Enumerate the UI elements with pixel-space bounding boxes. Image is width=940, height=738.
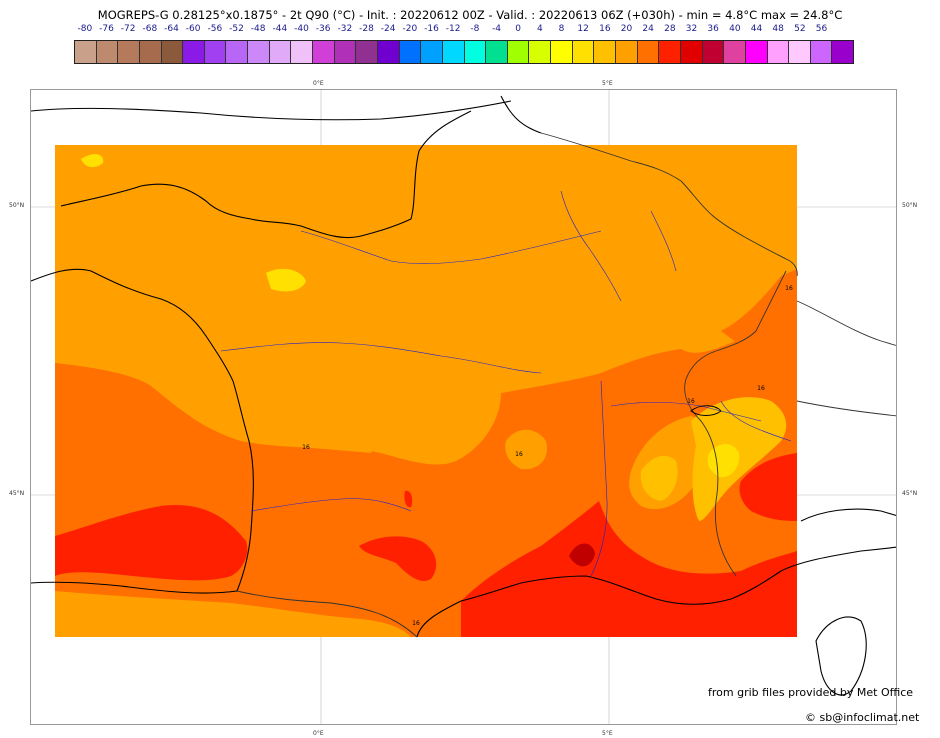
scale-swatch xyxy=(464,41,487,63)
contour-label: 16 xyxy=(515,451,523,458)
scale-label: -28 xyxy=(359,24,374,34)
lat-tick-45-left: 45°N xyxy=(9,490,25,497)
scale-label: 12 xyxy=(577,24,589,34)
color-scale-labels: -80 -76 -72 -68 -64 -60 -56 -52 -48 -44 -40 -36 -32-… xyxy=(74,24,854,38)
scale-swatch xyxy=(767,41,790,63)
scale-swatch xyxy=(313,41,335,63)
scale-swatch xyxy=(551,41,573,63)
scale-swatch xyxy=(637,41,660,63)
scale-label: 32 xyxy=(685,24,698,34)
lat-tick-50-left: 50°N xyxy=(9,202,25,209)
scale-swatch xyxy=(659,41,681,63)
temp-band-24-28 xyxy=(569,543,595,567)
scale-swatch xyxy=(789,41,811,63)
scale-label: 16 xyxy=(599,24,611,34)
contour-label: 16 xyxy=(785,285,793,292)
temperature-map: 16 16 16 16 16 16 xyxy=(31,90,896,724)
scale-swatch xyxy=(377,41,400,63)
scale-label: -44 xyxy=(272,24,288,34)
scale-label: -40 xyxy=(294,24,309,34)
scale-label: -68 xyxy=(142,24,158,34)
scale-swatch xyxy=(248,41,270,63)
scale-swatch xyxy=(616,41,638,63)
scale-swatch xyxy=(486,41,508,63)
scale-label: 20 xyxy=(620,24,633,34)
contour-label: 16 xyxy=(412,620,420,627)
color-scale-bar xyxy=(74,40,854,64)
scale-label: -32 xyxy=(337,24,353,34)
scale-swatch xyxy=(724,41,746,63)
scale-swatch xyxy=(680,41,703,63)
scale-swatch xyxy=(161,41,184,63)
scale-label: 40 xyxy=(729,24,741,34)
scale-swatch xyxy=(75,41,97,63)
scale-label: -36 xyxy=(315,24,331,34)
lon-tick-0-top: 0°E xyxy=(313,80,324,87)
scale-swatch xyxy=(810,41,833,63)
scale-label: -48 xyxy=(250,24,266,34)
scale-label: 44 xyxy=(750,24,763,34)
scale-swatch xyxy=(334,41,357,63)
contour-label: 16 xyxy=(757,385,765,392)
contour-labels: 16 16 16 16 16 16 xyxy=(302,285,793,627)
scale-swatch xyxy=(204,41,227,63)
lon-tick-5-bottom: 5°E xyxy=(602,730,613,737)
scale-label: -80 xyxy=(77,24,93,34)
scale-swatch xyxy=(139,41,162,63)
scale-label: -20 xyxy=(402,24,418,34)
scale-swatch xyxy=(832,41,854,63)
rivers xyxy=(220,190,792,577)
scale-label: -16 xyxy=(424,24,439,34)
map-title: MOGREPS-G 0.28125°x0.1875° - 2t Q90 (°C)… xyxy=(97,8,843,22)
contour-label: 16 xyxy=(687,398,695,405)
scale-swatch xyxy=(442,41,465,63)
scale-label: 36 xyxy=(707,24,719,34)
scale-swatch xyxy=(529,41,552,63)
scale-label: 8 xyxy=(558,24,565,34)
scale-swatch xyxy=(594,41,617,63)
scale-swatch xyxy=(226,41,249,63)
scale-label: -72 xyxy=(120,24,136,34)
scale-label: -76 xyxy=(99,24,114,34)
scale-label: 4 xyxy=(536,24,543,34)
lat-tick-50-right: 50°N xyxy=(902,202,918,209)
copyright-credit: © sb@infoclimat.net xyxy=(805,711,920,724)
scale-label: 24 xyxy=(642,24,654,34)
scale-swatch xyxy=(118,41,140,63)
scale-swatch xyxy=(702,41,725,63)
scale-swatch xyxy=(291,41,314,63)
scale-label: -12 xyxy=(445,24,461,34)
scale-label: -56 xyxy=(207,24,223,34)
scale-swatch xyxy=(356,41,378,63)
scale-swatch xyxy=(421,41,443,63)
scale-label: -8 xyxy=(470,24,480,34)
provider-credit: from grib files provided by Met Office xyxy=(708,686,914,699)
lon-tick-5-top: 5°E xyxy=(602,80,613,87)
lake-geneva xyxy=(690,405,722,416)
coastlines xyxy=(31,95,896,696)
scale-label: 52 xyxy=(794,24,806,34)
contour-label: 16 xyxy=(302,444,310,451)
scale-label: -60 xyxy=(185,24,201,34)
scale-swatch xyxy=(399,41,422,63)
country-borders xyxy=(236,132,896,638)
scale-swatch xyxy=(572,41,595,63)
scale-label: -64 xyxy=(164,24,179,34)
scale-label: 56 xyxy=(815,24,828,34)
scale-label: -52 xyxy=(229,24,244,34)
scale-label: 28 xyxy=(664,24,676,34)
map-panel[interactable]: 16 16 16 16 16 16 xyxy=(30,89,897,725)
scale-label: 0 xyxy=(515,24,522,34)
scale-swatch xyxy=(269,41,292,63)
scale-swatch xyxy=(183,41,205,63)
scale-swatch xyxy=(745,41,768,63)
scale-swatch xyxy=(507,41,530,63)
scale-label: 48 xyxy=(772,24,784,34)
scale-swatch xyxy=(96,41,119,63)
scale-label: -4 xyxy=(492,24,501,34)
lon-tick-0-bottom: 0°E xyxy=(313,730,324,737)
scale-label: -24 xyxy=(380,24,396,34)
lat-tick-45-right: 45°N xyxy=(902,490,918,497)
